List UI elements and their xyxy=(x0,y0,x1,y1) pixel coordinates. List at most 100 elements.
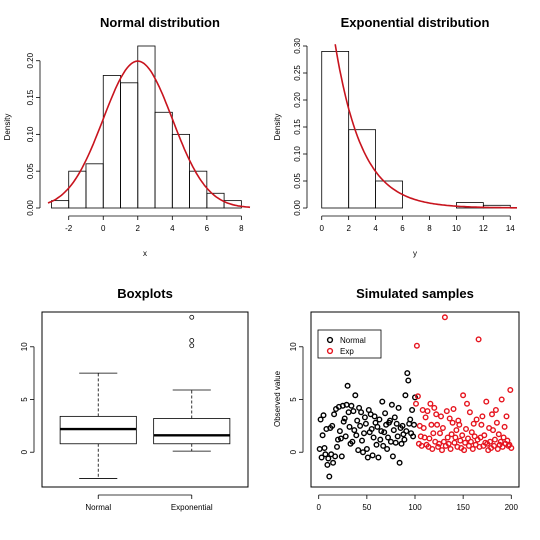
y-tick-label-0-10: 0.10 xyxy=(293,146,302,162)
point-Exp-92 xyxy=(501,423,508,430)
chart-title: Exponential distribution xyxy=(341,15,490,30)
point-Normal-13 xyxy=(329,422,336,429)
point-Normal-49 xyxy=(363,446,370,453)
point-Normal-19 xyxy=(335,436,342,443)
density-curve xyxy=(334,44,517,209)
point-Exp-12 xyxy=(424,408,431,415)
point-Exp-39 xyxy=(450,406,457,413)
point-Normal-6 xyxy=(322,451,329,458)
point-Exp-33 xyxy=(444,434,451,441)
legend-label-normal: Normal xyxy=(340,336,366,345)
point-Normal-40 xyxy=(355,447,362,454)
point-Exp-16 xyxy=(428,421,435,428)
y-axis-label: Density xyxy=(273,114,282,141)
point-Normal-83 xyxy=(396,459,403,466)
x-tick-label-2: -2 xyxy=(65,224,73,233)
point-Exp-53 xyxy=(464,400,471,407)
point-Exp-59 xyxy=(469,446,476,453)
point-Normal-81 xyxy=(394,433,401,440)
point-Normal-34 xyxy=(349,438,356,445)
point-Exp-80 xyxy=(490,427,497,434)
point-Exp-37 xyxy=(448,431,455,438)
histogram-bar-8 xyxy=(189,170,208,209)
point-Normal-3 xyxy=(319,432,326,439)
point-Normal-67 xyxy=(381,429,388,436)
point-Exp-61 xyxy=(471,433,478,440)
point-Exp-86 xyxy=(495,431,502,438)
point-Normal-57 xyxy=(371,413,378,420)
histogram-bar-1 xyxy=(348,129,376,209)
point-Normal-61 xyxy=(375,454,382,461)
x-tick-label-6: 6 xyxy=(400,224,405,233)
point-Normal-16 xyxy=(332,453,339,460)
y-tick-label-0-10: 0.10 xyxy=(26,126,35,142)
point-Normal-1 xyxy=(317,416,324,423)
point-Normal-44 xyxy=(359,437,366,444)
point-Exp-71 xyxy=(481,432,488,439)
point-Normal-68 xyxy=(382,410,389,417)
point-Normal-31 xyxy=(346,423,353,430)
point-Normal-87 xyxy=(400,431,407,438)
point-Exp-21 xyxy=(433,411,440,418)
point-Exp-73 xyxy=(483,398,490,405)
point-Exp-2 xyxy=(414,393,421,400)
x-axis-label: x xyxy=(143,249,147,258)
point-Normal-99 xyxy=(412,394,419,401)
point-Normal-59 xyxy=(373,441,380,448)
point-Normal-78 xyxy=(391,414,398,421)
point-Normal-94 xyxy=(407,416,414,423)
point-Exp-82 xyxy=(491,436,498,443)
y-tick-label-0-15: 0.15 xyxy=(26,89,35,105)
point-Exp-94 xyxy=(503,413,510,420)
point-Normal-56 xyxy=(370,434,377,441)
point-Normal-48 xyxy=(362,420,369,427)
x-tick-label-6: 6 xyxy=(205,224,210,233)
point-Exp-51 xyxy=(462,439,469,446)
y-tick-label-5: 5 xyxy=(20,397,29,402)
y-tick-label-0-20: 0.20 xyxy=(26,52,35,68)
point-Exp-30 xyxy=(441,314,448,321)
point-Normal-60 xyxy=(374,423,381,430)
outlier-Exponential-1 xyxy=(189,338,195,343)
point-Normal-63 xyxy=(377,436,384,443)
x-tick-label-10: 10 xyxy=(452,224,461,233)
point-Normal-50 xyxy=(364,454,371,461)
x-tick-label-150: 150 xyxy=(456,503,470,512)
point-Exp-25 xyxy=(437,430,444,437)
point-Normal-35 xyxy=(350,408,357,415)
point-Exp-69 xyxy=(479,413,486,420)
point-Normal-86 xyxy=(399,422,406,429)
point-Normal-21 xyxy=(336,428,343,435)
point-Exp-83 xyxy=(492,407,499,414)
point-Normal-54 xyxy=(368,426,375,433)
point-Normal-98 xyxy=(411,421,418,428)
point-Normal-2 xyxy=(318,454,325,461)
density-curve xyxy=(47,60,251,209)
y-tick-label-10: 10 xyxy=(20,342,29,351)
point-Normal-23 xyxy=(338,453,345,460)
point-Exp-79 xyxy=(489,411,496,418)
legend: Normal Exp xyxy=(317,329,382,359)
point-Normal-75 xyxy=(388,401,395,408)
point-Exp-68 xyxy=(478,421,485,428)
point-Exp-10 xyxy=(422,414,429,421)
point-Exp-90 xyxy=(499,443,506,450)
point-Normal-71 xyxy=(385,434,392,441)
point-Exp-35 xyxy=(446,415,453,422)
point-Exp-0 xyxy=(413,400,420,407)
point-Normal-46 xyxy=(361,430,368,437)
point-Normal-38 xyxy=(353,432,360,439)
point-Normal-97 xyxy=(410,433,417,440)
x-tick-label-4: 4 xyxy=(170,224,175,233)
point-Normal-77 xyxy=(390,427,397,434)
point-Exp-40 xyxy=(451,439,458,446)
point-Exp-23 xyxy=(435,443,442,450)
point-Exp-26 xyxy=(438,413,445,420)
point-Exp-28 xyxy=(439,425,446,432)
y-tick-label-0-00: 0.00 xyxy=(26,200,35,216)
point-Exp-34 xyxy=(445,440,452,447)
point-Exp-88 xyxy=(497,438,504,445)
y-tick-label-0-15: 0.15 xyxy=(293,119,302,135)
point-Exp-60 xyxy=(470,420,477,427)
